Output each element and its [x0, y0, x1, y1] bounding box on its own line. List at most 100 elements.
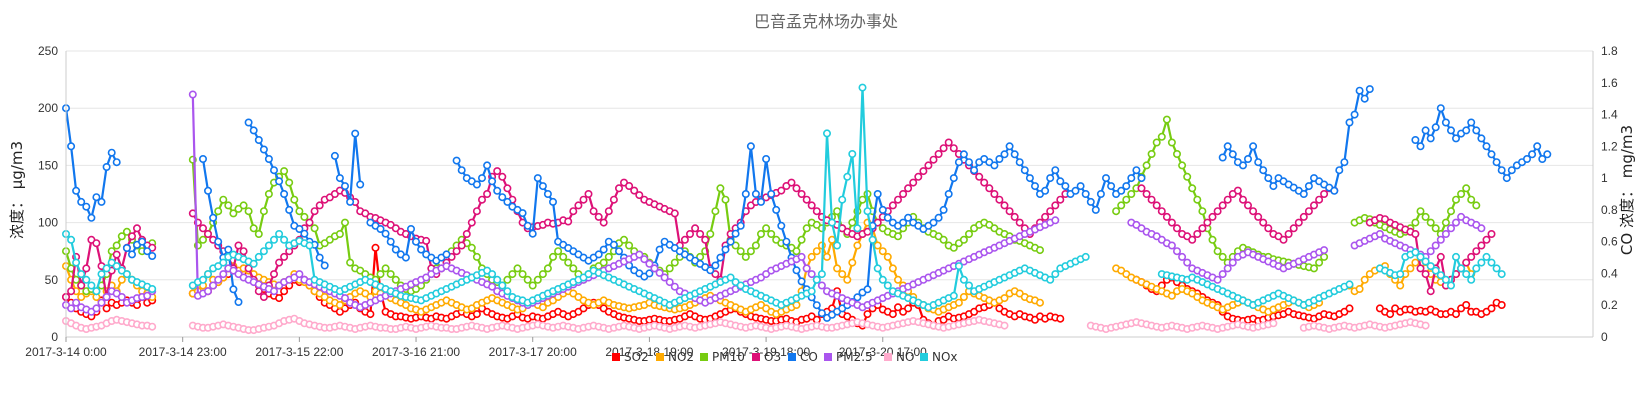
data-point[interactable] [219, 195, 228, 204]
data-point[interactable] [827, 218, 836, 227]
data-point[interactable] [584, 190, 593, 199]
data-point[interactable] [72, 298, 81, 307]
data-point[interactable] [1472, 201, 1481, 210]
data-point[interactable] [1426, 134, 1435, 143]
data-point[interactable] [1441, 118, 1450, 127]
data-point[interactable] [1208, 235, 1217, 244]
data-point[interactable] [1472, 264, 1481, 273]
data-point[interactable] [1218, 252, 1227, 261]
data-point[interactable] [391, 245, 400, 254]
data-point[interactable] [822, 252, 831, 261]
data-point[interactable] [1497, 300, 1506, 309]
data-point[interactable] [275, 230, 284, 239]
data-point[interactable] [1233, 186, 1242, 195]
data-point[interactable] [285, 178, 294, 187]
data-point[interactable] [756, 230, 765, 239]
data-point[interactable] [295, 270, 304, 279]
data-point[interactable] [995, 195, 1004, 204]
data-point[interactable] [285, 205, 294, 214]
data-point[interactable] [1360, 94, 1369, 103]
data-point[interactable] [569, 264, 578, 273]
data-point[interactable] [528, 229, 537, 238]
data-point[interactable] [1467, 195, 1476, 204]
data-point[interactable] [609, 240, 618, 249]
data-point[interactable] [376, 270, 385, 279]
data-point[interactable] [259, 145, 268, 154]
legend-item-no[interactable]: NO [884, 350, 914, 364]
data-point[interactable] [614, 247, 623, 256]
data-point[interactable] [883, 281, 892, 290]
data-point[interactable] [1436, 252, 1445, 261]
data-point[interactable] [488, 270, 497, 279]
data-point[interactable] [1162, 212, 1171, 221]
data-point[interactable] [234, 241, 243, 250]
data-point[interactable] [1142, 161, 1151, 170]
data-point[interactable] [1416, 142, 1425, 151]
data-point[interactable] [442, 250, 451, 259]
data-point[interactable] [122, 270, 131, 279]
data-point[interactable] [1046, 174, 1055, 183]
data-point[interactable] [244, 207, 253, 216]
data-point[interactable] [619, 235, 628, 244]
data-point[interactable] [1538, 155, 1547, 164]
data-point[interactable] [488, 282, 497, 291]
data-point[interactable] [645, 269, 654, 278]
data-point[interactable] [777, 186, 786, 195]
data-point[interactable] [483, 190, 492, 199]
data-point[interactable] [472, 207, 481, 216]
data-point[interactable] [1076, 182, 1085, 191]
data-point[interactable] [594, 212, 603, 221]
data-point[interactable] [128, 232, 137, 241]
data-point[interactable] [721, 195, 730, 204]
data-point[interactable] [1239, 195, 1248, 204]
data-point[interactable] [858, 83, 867, 92]
data-point[interactable] [777, 221, 786, 230]
data-point[interactable] [1152, 138, 1161, 147]
data-point[interactable] [726, 237, 735, 246]
data-point[interactable] [888, 201, 897, 210]
data-point[interactable] [1315, 195, 1324, 204]
data-point[interactable] [904, 213, 913, 222]
data-point[interactable] [863, 207, 872, 216]
data-point[interactable] [1426, 287, 1435, 296]
data-point[interactable] [848, 218, 857, 227]
data-point[interactable] [670, 209, 679, 218]
data-point[interactable] [1096, 190, 1105, 199]
data-point[interactable] [1396, 281, 1405, 290]
data-point[interactable] [807, 252, 816, 261]
data-point[interactable] [1320, 246, 1329, 255]
data-point[interactable] [873, 190, 882, 199]
data-point[interactable] [1218, 153, 1227, 162]
data-point[interactable] [812, 301, 821, 310]
data-point[interactable] [1375, 230, 1384, 239]
data-point[interactable] [452, 156, 461, 165]
data-point[interactable] [1426, 247, 1435, 256]
data-point[interactable] [92, 193, 101, 202]
data-point[interactable] [290, 195, 299, 204]
data-point[interactable] [1386, 310, 1395, 319]
data-point[interactable] [1213, 275, 1222, 284]
data-point[interactable] [833, 207, 842, 216]
data-point[interactable] [77, 281, 86, 290]
data-point[interactable] [812, 275, 821, 284]
data-point[interactable] [249, 224, 258, 233]
data-point[interactable] [1411, 248, 1420, 257]
data-point[interactable] [853, 224, 862, 233]
data-point[interactable] [1487, 230, 1496, 239]
data-point[interactable] [680, 235, 689, 244]
data-point[interactable] [944, 190, 953, 199]
data-point[interactable] [229, 209, 238, 218]
data-point[interactable] [275, 177, 284, 186]
data-point[interactable] [1173, 224, 1182, 233]
data-point[interactable] [1310, 201, 1319, 210]
data-point[interactable] [1000, 321, 1009, 330]
data-point[interactable] [1167, 241, 1176, 250]
data-point[interactable] [523, 221, 532, 230]
data-point[interactable] [264, 241, 273, 250]
data-point[interactable] [731, 241, 740, 250]
data-point[interactable] [92, 287, 101, 296]
data-point[interactable] [691, 224, 700, 233]
data-point[interactable] [508, 270, 517, 279]
data-point[interactable] [1193, 195, 1202, 204]
data-point[interactable] [513, 264, 522, 273]
